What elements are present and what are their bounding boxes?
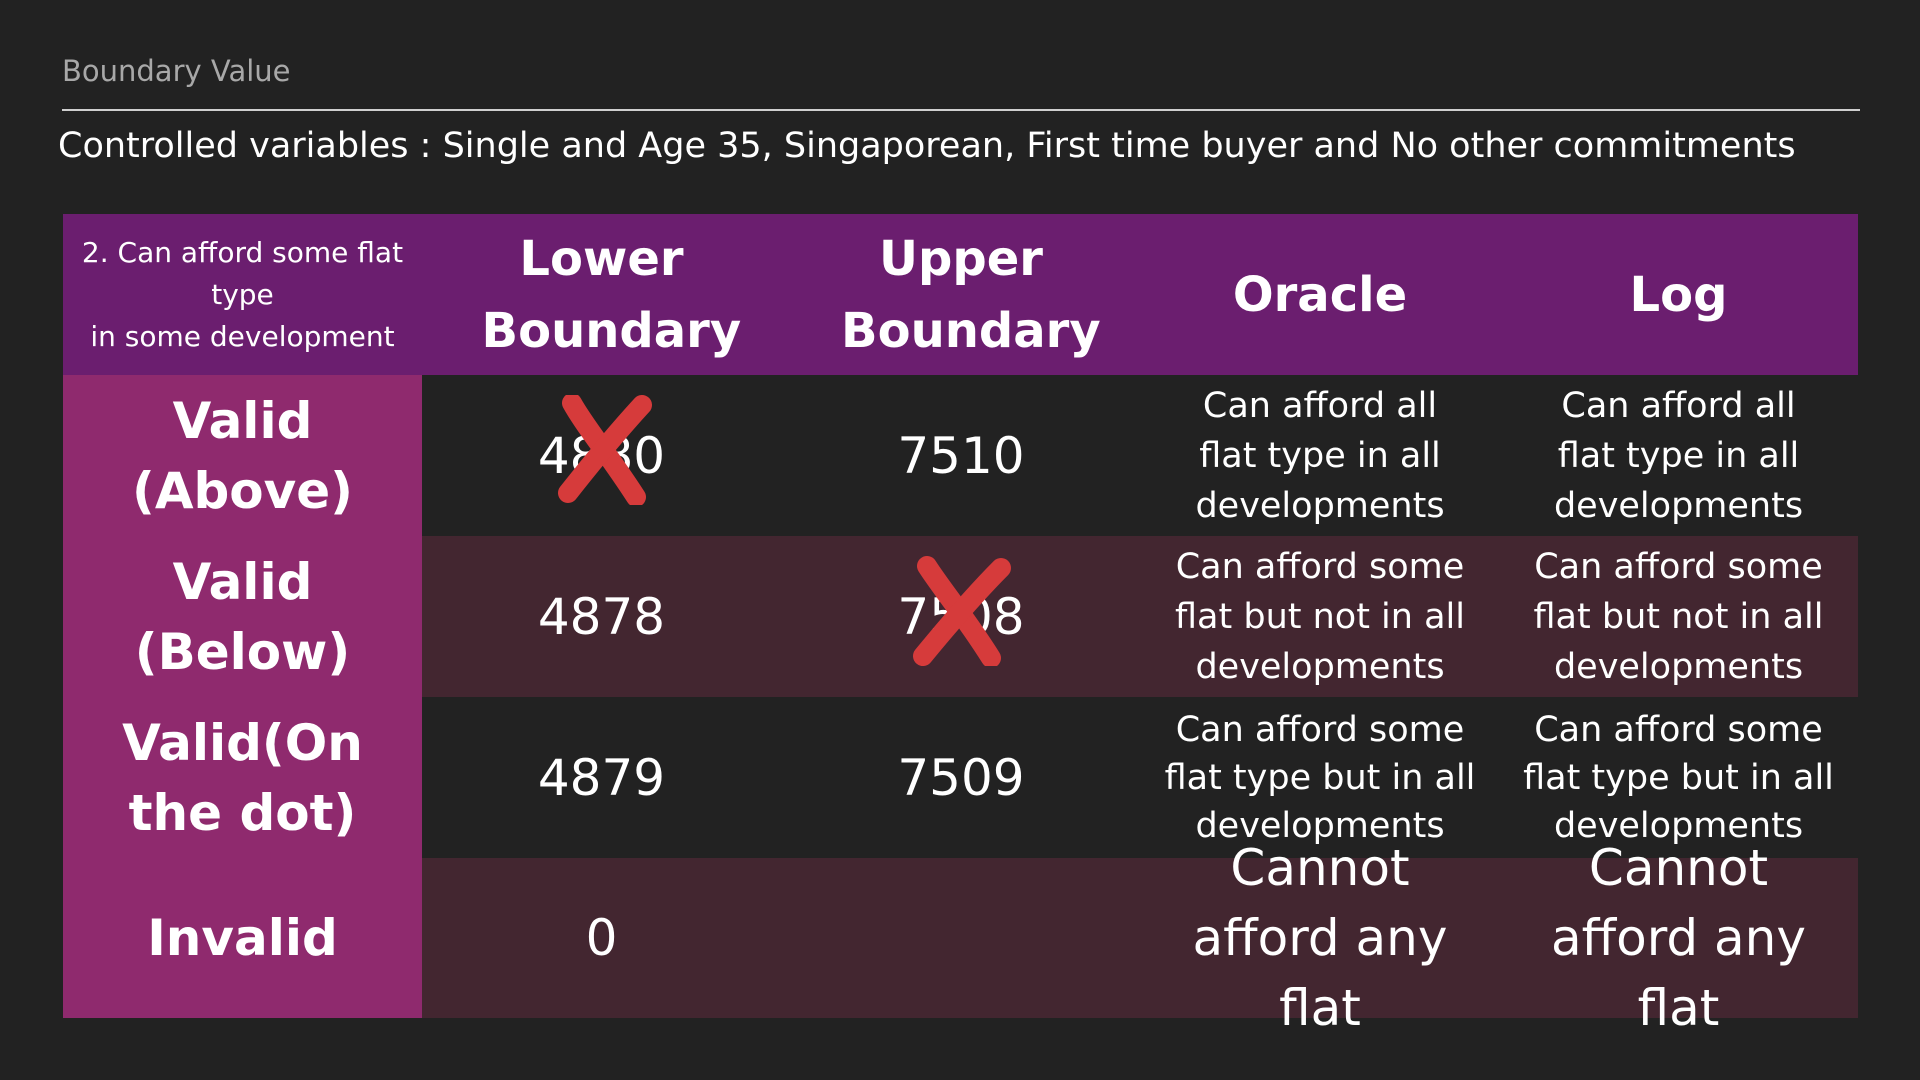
row-label-invalid: Invalid (63, 858, 422, 1018)
upper-boundary-value: 7509 (897, 748, 1025, 807)
column-header-label: Upper Boundary (841, 230, 1101, 359)
table-cell-upper: 7510 (781, 375, 1141, 536)
column-header-label: Oracle (1232, 266, 1408, 323)
upper-boundary-value: 7508 (897, 587, 1025, 646)
table-cell-log: Can afford all flat type in all developm… (1499, 375, 1858, 536)
row-label-text: Valid (Above) (131, 391, 354, 520)
table-cell-oracle: Cannot afford any flat (1141, 839, 1499, 1037)
row-label-valid-on-the-dot: Valid(On the dot) (63, 697, 422, 858)
column-header-lower-boundary: Lower Boundary (422, 214, 781, 375)
table-cell-oracle: Can afford some flat type but in all dev… (1141, 697, 1499, 858)
table-cell-oracle: Can afford some flat but not in all deve… (1141, 536, 1499, 697)
table-cell-lower: 4879 (422, 697, 781, 858)
column-header-label: Log (1629, 266, 1728, 323)
upper-boundary-value: 7510 (897, 426, 1025, 485)
value-wrapper: 4880 (537, 394, 666, 505)
lower-boundary-value: 4879 (537, 748, 666, 807)
table-cell-upper: 7508 (781, 536, 1141, 697)
column-header-log: Log (1499, 214, 1858, 375)
row-label-valid-above: Valid (Above) (63, 375, 422, 536)
row-label-text: Valid (Below) (134, 552, 351, 681)
oracle-text: Can afford some flat type but in all dev… (1164, 709, 1476, 846)
table-cell-log: Cannot afford any flat (1499, 839, 1858, 1037)
title-divider (62, 109, 1860, 111)
oracle-text: Cannot afford any flat (1192, 839, 1448, 1037)
log-text: Cannot afford any flat (1551, 839, 1806, 1037)
controlled-variables-text: Controlled variables : Single and Age 35… (58, 126, 1796, 166)
value-wrapper: 7508 (897, 555, 1025, 666)
table-cell-upper (781, 858, 1141, 1018)
table-cell-oracle: Can afford all flat type in all developm… (1141, 375, 1499, 536)
slide-title: Boundary Value (62, 54, 291, 88)
table-cell-log: Can afford some flat but not in all deve… (1499, 536, 1858, 697)
lower-boundary-value: 0 (585, 909, 618, 967)
column-header-label: Lower Boundary (481, 230, 742, 359)
table-cell-log: Can afford some flat type but in all dev… (1499, 697, 1858, 858)
row-label-text: Invalid (147, 909, 338, 967)
oracle-text: Can afford some flat but not in all deve… (1175, 546, 1465, 687)
lower-boundary-value: 4878 (537, 587, 666, 646)
table-cell-lower: 4880 (422, 375, 781, 536)
log-text: Can afford some flat but not in all deve… (1533, 546, 1824, 687)
log-text: Can afford all flat type in all developm… (1553, 385, 1804, 526)
boundary-value-table: 2. Can afford some flat type in some dev… (63, 214, 1858, 1037)
column-header-upper-boundary: Upper Boundary (781, 214, 1141, 375)
table-corner-header: 2. Can afford some flat type in some dev… (63, 214, 422, 375)
column-header-oracle: Oracle (1141, 214, 1499, 375)
row-label-text: Valid(On the dot) (122, 713, 363, 842)
lower-boundary-value: 4880 (537, 426, 666, 485)
row-label-valid-below: Valid (Below) (63, 536, 422, 697)
log-text: Can afford some flat type but in all dev… (1523, 709, 1834, 846)
table-cell-lower: 0 (422, 858, 781, 1018)
corner-label: 2. Can afford some flat type in some dev… (81, 235, 404, 353)
table-cell-upper: 7509 (781, 697, 1141, 858)
oracle-text: Can afford all flat type in all developm… (1195, 385, 1445, 526)
table-cell-lower: 4878 (422, 536, 781, 697)
